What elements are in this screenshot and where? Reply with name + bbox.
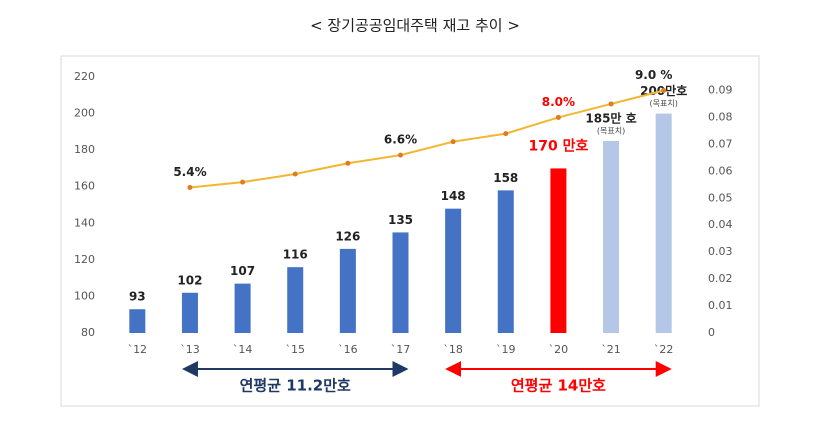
line-marker [503,131,509,137]
line-marker [292,171,298,177]
y2-tick-label: 0.04 [708,218,733,231]
bar [339,248,356,333]
bar [497,190,514,333]
x-tick-label: `18 [443,343,463,356]
range-label: 연평균 14만호 [511,377,606,395]
bar-label: 185만 호 [585,111,636,126]
y-tick-label: 100 [74,289,95,302]
x-tick-label: `16 [338,343,358,356]
range-label: 연평균 11.2만호 [240,377,351,395]
line-marker [555,114,561,120]
x-tick-label: `12 [128,343,148,356]
y2-tick-label: 0.05 [708,191,733,204]
y-tick-label: 80 [81,326,95,339]
bar-label: 107 [230,264,255,278]
bar [550,168,567,333]
y-tick-label: 200 [74,107,95,120]
chart-frame [60,55,760,407]
chart-title: < 장기공공임대주택 재고 추이 > [310,17,520,35]
x-tick-label: `19 [496,343,516,356]
y2-tick-label: 0.09 [708,83,733,96]
line-marker [345,160,351,166]
annotation: (목표치) [597,127,625,136]
line-marker [240,179,246,185]
x-tick-label: `13 [180,343,200,356]
bar [655,113,672,333]
bar [603,141,620,333]
x-tick-label: `14 [233,343,253,356]
bar-label: 102 [177,273,202,287]
bar [181,292,198,333]
bar [445,208,462,333]
y-tick-label: 220 [74,70,95,83]
annotation: (목표치) [650,99,678,108]
y2-tick-label: 0.06 [708,164,733,177]
bar-label: 93 [129,290,146,304]
y-tick-label: 180 [74,143,95,156]
line-label: 6.6% [384,133,417,147]
x-tick-label: `21 [601,343,621,356]
y-tick-label: 140 [74,216,95,229]
line-marker [608,101,614,107]
bar-label: 116 [283,248,308,262]
line-marker [187,184,193,190]
bar [287,267,304,333]
bar [129,309,146,333]
bar-label: 158 [493,171,518,185]
bar [392,232,409,333]
line-label: 5.4% [173,165,206,179]
x-tick-label: `17 [391,343,411,356]
y2-tick-label: 0.02 [708,272,733,285]
line [189,89,664,189]
bar-label: 126 [335,229,360,243]
y2-tick-label: 0.08 [708,110,733,123]
y2-tick-label: 0.01 [708,299,733,312]
bar-label: 135 [388,213,413,227]
bar-label: 170 만호 [528,138,588,154]
line-label: 9.0 % [635,68,672,82]
x-tick-label: `20 [549,343,569,356]
line-marker [450,139,456,145]
x-tick-label: `15 [285,343,305,356]
y2-tick-label: 0.07 [708,137,733,150]
y-tick-label: 120 [74,253,95,266]
line-marker [398,152,403,158]
y-tick-label: 160 [74,180,95,193]
x-tick-label: `22 [654,343,674,356]
y2-tick-label: 0.03 [708,245,733,258]
line-label: 8.0% [542,95,575,109]
line-marker [661,87,667,93]
y2-tick-label: 0 [708,326,715,339]
bar [234,283,251,333]
bar-label: 148 [441,189,466,203]
